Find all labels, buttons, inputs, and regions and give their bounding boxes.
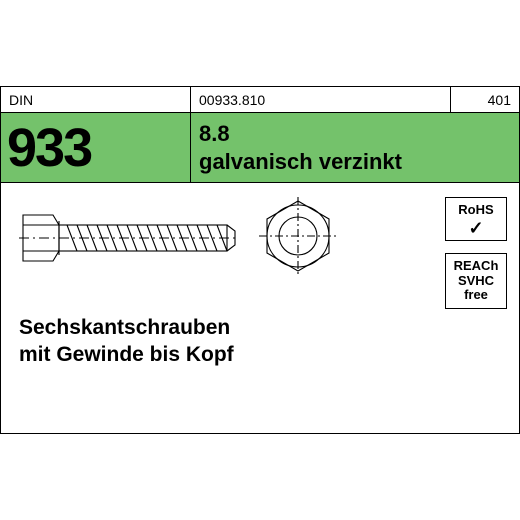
spec-cell: 8.8 galvanisch verzinkt: [191, 113, 519, 182]
reach-line3: free: [464, 288, 488, 303]
din-cell: DIN: [1, 87, 191, 112]
part-cell: 00933.810: [191, 87, 451, 112]
rohs-badge: RoHS ✓: [445, 197, 507, 241]
code-value: 401: [488, 92, 511, 108]
surface-finish: galvanisch verzinkt: [199, 149, 519, 175]
rohs-label: RoHS: [458, 202, 493, 217]
part-number: 00933.810: [199, 92, 265, 108]
hex-front-icon: [259, 197, 337, 275]
main-area: Sechskantschrauben mit Gewinde bis Kopf …: [1, 183, 519, 433]
standard-band: 933 8.8 galvanisch verzinkt: [1, 113, 519, 183]
header-row: DIN 00933.810 401: [1, 87, 519, 113]
bolt-side-icon: [19, 201, 239, 275]
code-cell: 401: [451, 87, 519, 112]
standard-number: 933: [7, 117, 91, 179]
standard-number-cell: 933: [1, 113, 191, 182]
din-label: DIN: [9, 92, 33, 108]
description-line1: Sechskantschrauben: [19, 315, 234, 342]
strength-grade: 8.8: [199, 121, 519, 147]
product-card: DIN 00933.810 401 933 8.8 galvanisch ver…: [0, 86, 520, 434]
check-icon: ✓: [468, 219, 483, 237]
reach-line2: SVHC: [458, 274, 494, 289]
product-description: Sechskantschrauben mit Gewinde bis Kopf: [19, 315, 234, 369]
reach-badge: REACh SVHC free: [445, 253, 507, 309]
reach-line1: REACh: [454, 259, 499, 274]
description-line2: mit Gewinde bis Kopf: [19, 342, 234, 369]
